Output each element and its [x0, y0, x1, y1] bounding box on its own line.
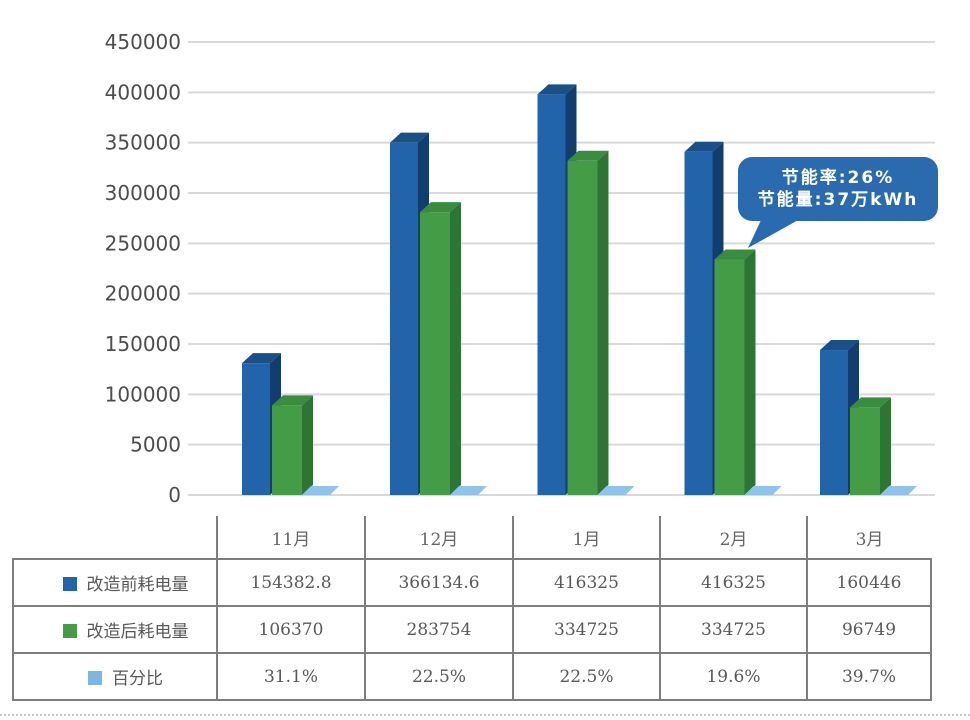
bar-after-4-top[interactable] [850, 397, 891, 408]
data-table: 11月 12月 1月 2月 3月 改造前耗电量 154382.8 366134.6 41632… [12, 516, 932, 701]
bar-before-3-top[interactable] [684, 141, 724, 152]
y-axis-tick-label: 0 [168, 483, 181, 507]
legend-cell: 百分比 [12, 652, 218, 701]
bar-after-3-front[interactable] [714, 259, 745, 495]
bar-after-4-front[interactable] [850, 407, 880, 495]
table-cell: 334725 [512, 605, 661, 654]
percent-ribbon-1[interactable] [450, 486, 487, 495]
bottom-divider [0, 714, 970, 716]
bar-after-2-top[interactable] [567, 150, 609, 161]
bar-after-3-side[interactable] [744, 249, 756, 495]
legend-label: 改造前耗电量 [86, 575, 189, 595]
bar-before-3-front[interactable] [684, 151, 713, 495]
table-cell: 283754 [364, 605, 514, 654]
bar-after-0-front[interactable] [272, 405, 302, 495]
percent-ribbon-3[interactable] [744, 486, 782, 495]
column-header: 12月 [364, 516, 513, 559]
percent-ribbon-2[interactable] [597, 486, 635, 495]
tooltip: 节能率:26% 节能量:37万kWh [738, 157, 938, 248]
column-header: 11月 [216, 516, 365, 559]
legend-cell: 改造前耗电量 [12, 558, 218, 607]
column-header: 1月 [512, 516, 660, 559]
bar-after-1-front[interactable] [420, 212, 450, 496]
table-cell: 31.1% [216, 652, 366, 701]
legend-label: 百分比 [112, 669, 163, 689]
legend-swatch-icon [62, 577, 77, 591]
legend-cell: 改造后耗电量 [12, 605, 218, 654]
bar-before-0-top[interactable] [242, 353, 281, 364]
table-cell: 154382.8 [216, 558, 366, 607]
table-cell: 22.5% [364, 652, 514, 701]
table-row: 改造前耗电量 154382.8 366134.6 416325 416325 160446 [12, 558, 932, 607]
table-cell: 366134.6 [364, 558, 514, 607]
bar-before-4-top[interactable] [820, 340, 859, 351]
y-axis-tick-label: 150000 [105, 332, 181, 356]
bar-after-1-top[interactable] [420, 202, 461, 213]
table-cell: 334725 [659, 605, 808, 654]
bar-before-1-top[interactable] [390, 132, 429, 143]
bar-before-4-front[interactable] [820, 350, 848, 495]
bar-after-3-top[interactable] [714, 249, 756, 260]
bar-after-1-side[interactable] [450, 202, 461, 496]
table-cell: 96749 [806, 605, 932, 654]
y-axis-tick-label: 450000 [105, 30, 181, 54]
y-axis-tick-label: 200000 [105, 282, 181, 306]
bar-after-2-side[interactable] [597, 150, 609, 495]
bar-before-2-front[interactable] [537, 94, 566, 495]
bar-before-2-top[interactable] [537, 84, 577, 95]
percent-ribbon-0[interactable] [302, 486, 339, 495]
table-cell: 22.5% [512, 652, 661, 701]
table-cell: 416325 [512, 558, 661, 607]
bar-after-0-side[interactable] [302, 395, 313, 495]
table-row: 百分比 31.1% 22.5% 22.5% 19.6% 39.7% [12, 652, 932, 701]
data-table-wrap: 11月 12月 1月 2月 3月 改造前耗电量 154382.8 366134.6 41632… [12, 516, 932, 701]
legend-swatch-icon [88, 671, 102, 685]
tooltip-line-2: 节能量:37万kWh [757, 190, 919, 210]
y-axis-tick-label: 400000 [105, 80, 181, 104]
table-header-row: 11月 12月 1月 2月 3月 [13, 516, 931, 559]
table-row: 改造后耗电量 106370 283754 334725 334725 96749 [12, 605, 932, 654]
legend-swatch-icon [62, 624, 77, 638]
table-corner-cell [13, 516, 217, 559]
tooltip-line-1: 节能率:26% [781, 167, 895, 188]
bar-after-0-top[interactable] [272, 395, 313, 406]
bar-after-2-front[interactable] [567, 160, 598, 495]
table-cell: 39.7% [806, 652, 932, 701]
table-cell: 19.6% [659, 652, 808, 701]
table-cell: 160446 [806, 558, 932, 607]
column-header: 2月 [659, 516, 807, 559]
y-axis-tick-label: 100000 [105, 382, 181, 406]
bar-before-1-front[interactable] [390, 142, 418, 495]
y-axis-tick-label: 5000 [130, 433, 181, 457]
bar-chart: 450000 400000 350000 300000 250000 200000 1500… [105, 30, 935, 507]
table-cell: 106370 [216, 605, 366, 654]
bar-before-0-front[interactable] [242, 363, 270, 495]
table-cell: 416325 [659, 558, 808, 607]
y-axis-tick-label: 250000 [105, 231, 181, 255]
table-body: 改造前耗电量 154382.8 366134.6 416325 416325 160446… [12, 558, 932, 701]
y-axis-tick-label: 300000 [105, 181, 181, 205]
column-header: 3月 [806, 516, 931, 559]
y-axis-tick-label: 350000 [105, 131, 181, 155]
percent-ribbon-4[interactable] [880, 486, 917, 495]
legend-label: 改造后耗电量 [86, 622, 189, 642]
bar-after-4-side[interactable] [880, 397, 891, 495]
